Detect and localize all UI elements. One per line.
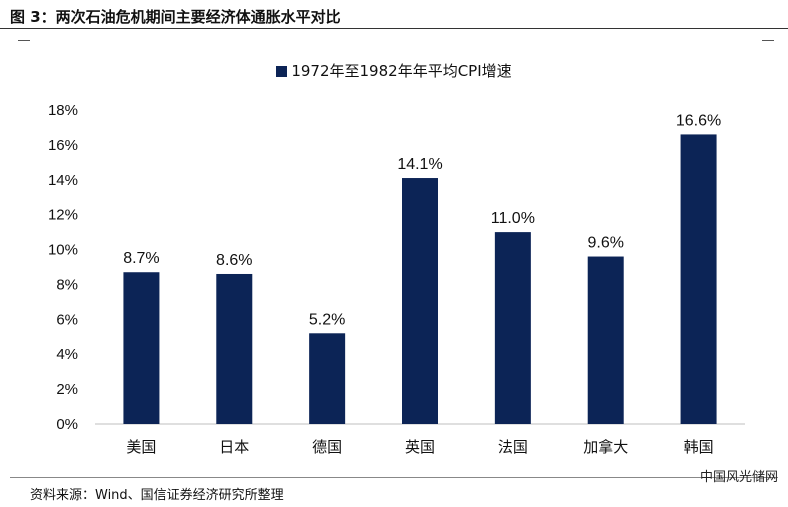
bar	[402, 178, 438, 424]
x-tick-label: 美国	[126, 438, 156, 456]
y-tick-label: 8%	[56, 276, 78, 293]
x-tick-label: 日本	[219, 438, 249, 456]
legend-swatch	[276, 66, 288, 77]
y-tick-label: 14%	[48, 172, 78, 189]
bar	[680, 134, 717, 424]
y-tick-label: 18%	[48, 102, 78, 119]
bar	[309, 333, 346, 424]
left-dash	[18, 40, 30, 41]
data-label: 9.6%	[587, 235, 623, 252]
x-tick-label: 法国	[498, 438, 528, 456]
x-tick-label: 韩国	[684, 438, 714, 456]
legend-label: 1972年至1982年年平均CPI增速	[291, 62, 512, 80]
y-tick-label: 12%	[48, 207, 78, 224]
bottom-rule	[10, 477, 778, 478]
x-tick-label: 英国	[405, 438, 435, 456]
y-tick-label: 6%	[56, 311, 78, 328]
data-label: 5.2%	[309, 311, 345, 328]
y-tick-label: 2%	[56, 381, 78, 398]
bar	[494, 232, 531, 424]
chart-legend: 1972年至1982年年平均CPI增速	[0, 60, 788, 81]
data-label: 16.6%	[676, 112, 721, 129]
data-label: 14.1%	[397, 156, 442, 173]
bar	[587, 256, 624, 424]
watermark: 中国风光储网	[699, 470, 778, 485]
figure-title: 图 3：两次石油危机期间主要经济体通胀水平对比	[10, 8, 341, 26]
bar	[216, 273, 253, 424]
source-note: 资料来源：Wind、国信证券经济研究所整理	[30, 488, 284, 503]
x-tick-label: 德国	[312, 438, 342, 456]
y-tick-label: 0%	[56, 416, 78, 433]
data-label: 8.7%	[123, 250, 159, 267]
x-tick-label: 加拿大	[583, 438, 628, 456]
y-tick-label: 16%	[48, 137, 78, 154]
y-tick-label: 10%	[48, 242, 78, 259]
top-rule	[0, 28, 788, 29]
data-label: 11.0%	[491, 210, 535, 227]
data-label: 8.6%	[216, 252, 252, 269]
y-tick-label: 4%	[56, 346, 78, 363]
right-dash	[762, 40, 774, 41]
bar	[123, 272, 160, 424]
